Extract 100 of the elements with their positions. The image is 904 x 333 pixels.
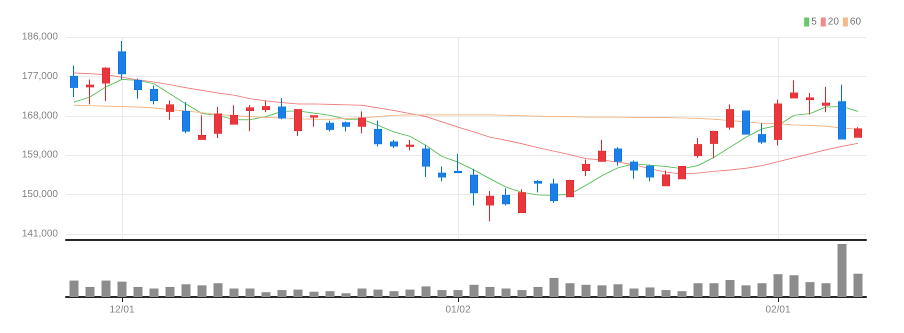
bar [502,288,510,297]
bar [742,285,750,297]
candlestick [854,126,862,138]
bar [790,275,798,297]
bar [758,283,766,297]
candlestick [694,138,702,158]
candlestick [758,122,766,144]
line-series [74,72,858,174]
candlestick [646,164,654,182]
bar [422,286,430,297]
candlestick [598,139,606,162]
bar [774,274,782,297]
candlestick [774,99,782,146]
bar [246,288,254,297]
bar [294,290,302,297]
bar [598,285,606,297]
bar [102,280,110,297]
bar [310,292,318,297]
candlestick [278,98,286,120]
candlestick [166,100,174,120]
bar [374,290,382,297]
bar [694,283,702,297]
bar [406,290,414,297]
y-tick-label: 186,000 [22,32,58,42]
candlestick [86,78,94,105]
bar [582,284,590,297]
bar [710,283,718,297]
candlestick [374,120,382,147]
bar [438,290,446,297]
candlestick [390,139,398,149]
candlestick [118,40,126,80]
bar [454,290,462,297]
line-series [74,78,858,196]
candlestick [630,160,638,180]
candlestick [566,179,574,198]
bar [534,286,542,297]
bar [486,286,494,297]
candlestick [614,146,622,166]
bar [838,244,846,297]
candlestick [518,188,526,213]
bar [662,290,670,297]
candlestick [230,104,238,125]
candlestick [326,120,334,132]
bar [630,288,638,297]
y-tick-label: 168,000 [22,110,58,122]
y-tick-label: 150,000 [22,189,58,200]
legend-label: 60 [850,16,862,28]
candlestick [550,178,558,204]
candlestick [310,115,318,128]
bar [678,291,686,297]
candlestick [134,78,142,100]
candlestick [726,104,734,130]
bar [262,292,270,297]
bar [614,284,622,297]
candlestick [502,188,510,206]
candlestick [822,86,830,113]
candlestick [838,84,846,140]
bar [326,291,334,297]
candlestick [262,100,270,113]
x-tick-label: 01/02 [445,304,471,316]
bar [70,280,78,297]
legend-label: 5 [811,16,818,28]
legend-label: 20 [828,16,840,28]
bar [390,291,398,297]
candlestick [102,66,110,102]
bar [358,288,366,297]
x-tick-label: 02/01 [765,304,791,316]
y-tick-label: 159,000 [22,150,58,161]
bar [726,280,734,297]
candlestick [534,180,542,193]
candlestick [406,139,414,151]
bar [518,290,526,297]
candlestick [422,144,430,178]
y-tick-label: 141,000 [22,228,58,240]
candlestick [486,190,494,222]
bar [118,282,126,297]
bar [854,274,862,297]
candlestick [582,159,590,177]
candlestick [454,153,462,174]
bar [470,284,478,297]
bar [806,282,814,297]
candlestick [710,130,718,159]
bar [566,283,574,297]
candlestick [438,166,446,182]
candlestick [294,109,302,136]
candlestick [198,114,206,140]
bar [182,284,190,297]
candlestick [246,104,254,132]
bar [230,288,238,297]
candlestick [806,92,814,115]
candlestick [358,110,366,134]
candlestick [70,64,78,98]
candlestick [470,168,478,206]
candlestick [790,80,798,98]
x-tick-label: 12/01 [109,304,135,316]
bar [822,283,830,297]
bar [278,290,286,297]
candlestick [214,106,222,139]
bar [134,286,142,297]
y-tick-label: 177,000 [22,70,58,82]
